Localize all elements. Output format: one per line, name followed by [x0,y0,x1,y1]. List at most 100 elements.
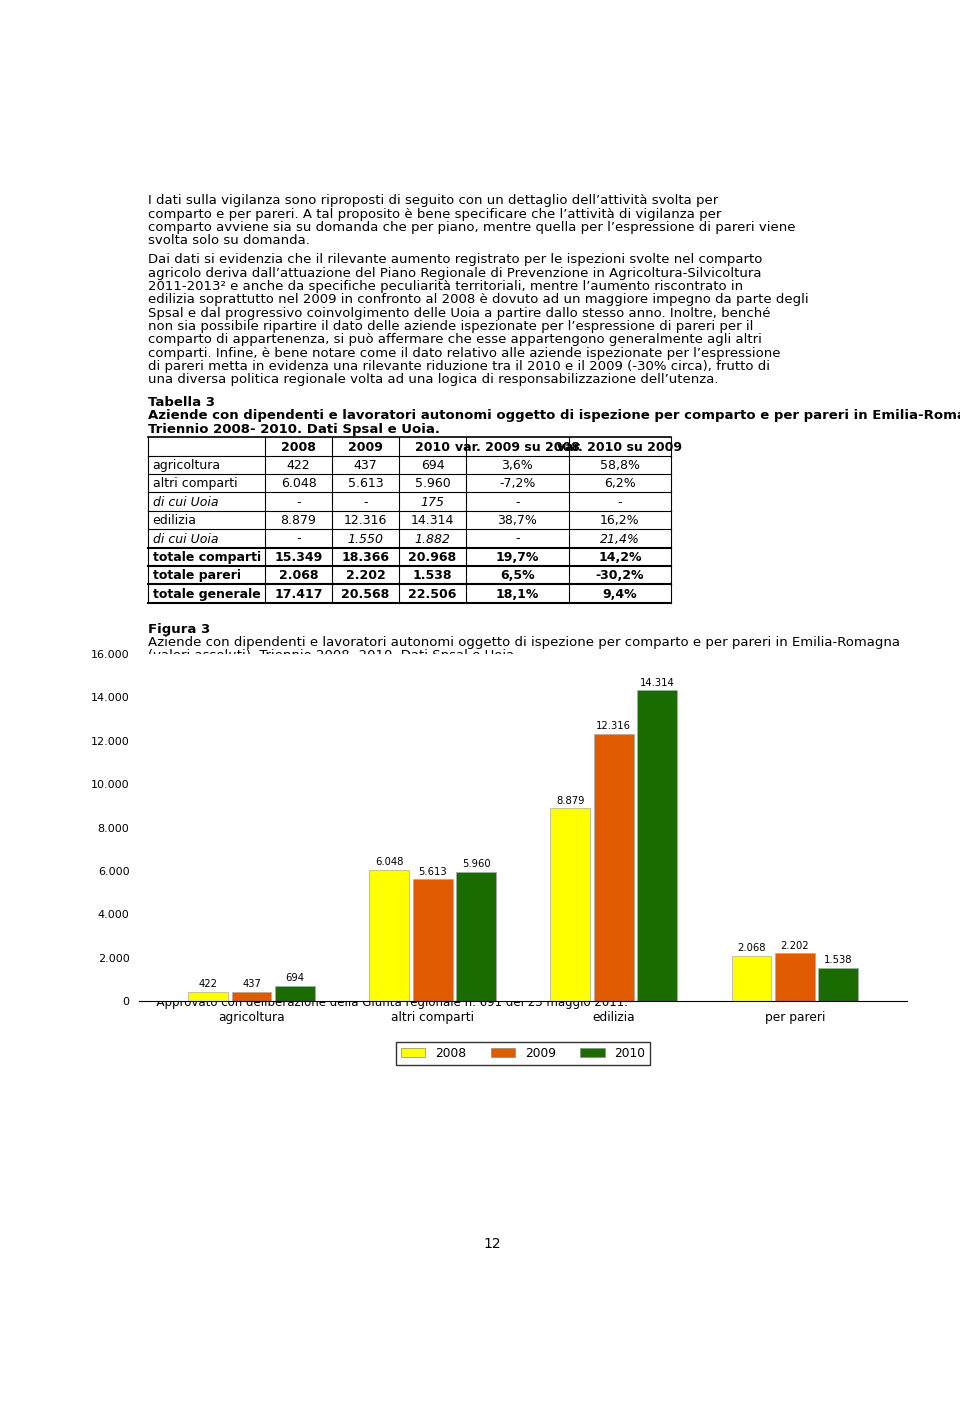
Text: 3,6%: 3,6% [501,459,533,472]
Text: 15.349: 15.349 [275,550,323,564]
Text: edilizia: edilizia [153,515,197,527]
Bar [276,986,315,1001]
Text: Aziende con dipendenti e lavoratori autonomi oggetto di ispezione per comparto e: Aziende con dipendenti e lavoratori auto… [148,410,960,423]
Text: 694: 694 [285,973,304,983]
Text: 1.538: 1.538 [824,954,852,966]
Text: 8.879: 8.879 [556,795,585,805]
Text: 20.568: 20.568 [342,587,390,601]
Text: -: - [297,496,300,509]
Text: Spsal e dal progressivo coinvolgimento delle Uoia a partire dallo stesso anno. I: Spsal e dal progressivo coinvolgimento d… [148,306,770,319]
Text: 2009: 2009 [348,441,383,454]
Text: 694: 694 [420,459,444,472]
Text: 6.048: 6.048 [375,856,403,866]
Bar [550,808,590,1001]
Text: agricolo deriva dall’attuazione del Piano Regionale di Prevenzione in Agricoltur: agricolo deriva dall’attuazione del Pian… [148,267,761,279]
Text: -: - [516,496,519,509]
Text: comparto di appartenenza, si può affermare che esse appartengono generalmente ag: comparto di appartenenza, si può afferma… [148,333,761,346]
Text: 16,2%: 16,2% [600,515,639,527]
Bar [594,733,634,1001]
Legend: 2008, 2009, 2010: 2008, 2009, 2010 [396,1042,651,1065]
Text: comparti. Infine, è bene notare come il dato relativo alle aziende ispezionate p: comparti. Infine, è bene notare come il … [148,347,780,360]
Text: ² Approvato con deliberazione della Giunta regionale n. 691 del 23 maggio 2011.: ² Approvato con deliberazione della Giun… [148,995,628,1008]
Text: 5.960: 5.960 [462,859,491,869]
Text: -: - [363,496,368,509]
Bar [413,879,452,1001]
Text: 175: 175 [420,496,444,509]
Text: 5.613: 5.613 [419,866,447,876]
Text: di pareri metta in evidenza una rilevante riduzione tra il 2010 e il 2009 (-30% : di pareri metta in evidenza una rilevant… [148,360,770,373]
Text: 18,1%: 18,1% [495,587,539,601]
Text: Figura 3: Figura 3 [148,623,210,635]
Text: comparto e per pareri. A tal proposito è bene specificare che l’attività di vigi: comparto e per pareri. A tal proposito è… [148,207,721,221]
Text: -: - [617,496,622,509]
Text: altri comparti: altri comparti [153,478,237,491]
Text: -: - [297,533,300,546]
Text: 5.960: 5.960 [415,478,450,491]
Text: 2010: 2010 [415,441,450,454]
Text: 12.316: 12.316 [596,720,632,730]
Bar [775,953,815,1001]
Text: Aziende con dipendenti e lavoratori autonomi oggetto di ispezione per comparto e: Aziende con dipendenti e lavoratori auto… [148,637,900,649]
Text: 437: 437 [353,459,377,472]
Text: 1.550: 1.550 [348,533,383,546]
Text: 2.202: 2.202 [780,940,809,950]
Text: 2.202: 2.202 [346,569,385,583]
Text: Tabella 3: Tabella 3 [148,396,214,408]
Bar [732,956,771,1001]
Bar [819,968,858,1001]
Text: totale comparti: totale comparti [153,550,261,564]
Text: 14,2%: 14,2% [598,550,641,564]
Text: 19,7%: 19,7% [495,550,539,564]
Text: Triennio 2008- 2010. Dati Spsal e Uoia.: Triennio 2008- 2010. Dati Spsal e Uoia. [148,423,440,435]
Text: -: - [516,533,519,546]
Text: edilizia soprattutto nel 2009 in confronto al 2008 è dovuto ad un maggiore impeg: edilizia soprattutto nel 2009 in confron… [148,294,808,306]
Text: di cui Uoia: di cui Uoia [153,496,218,509]
Text: 38,7%: 38,7% [497,515,538,527]
Text: -7,2%: -7,2% [499,478,536,491]
Text: 6,2%: 6,2% [604,478,636,491]
Text: una diversa politica regionale volta ad una logica di responsabilizzazione dell’: una diversa politica regionale volta ad … [148,373,718,386]
Text: Dai dati si evidenzia che il rilevante aumento registrato per le ispezioni svolt: Dai dati si evidenzia che il rilevante a… [148,254,762,267]
Text: 6,5%: 6,5% [500,569,535,583]
Text: 20.968: 20.968 [408,550,457,564]
Text: 22.506: 22.506 [408,587,457,601]
Text: -30,2%: -30,2% [596,569,644,583]
Text: totale generale: totale generale [153,587,260,601]
Text: var. 2010 su 2009: var. 2010 su 2009 [558,441,683,454]
Text: (valori assoluti). Triennio 2008- 2010. Dati Spsal e Uoia.: (valori assoluti). Triennio 2008- 2010. … [148,649,517,662]
Text: 5.613: 5.613 [348,478,383,491]
Text: di cui Uoia: di cui Uoia [153,533,218,546]
Text: I dati sulla vigilanza sono riproposti di seguito con un dettaglio dell’attività: I dati sulla vigilanza sono riproposti d… [148,194,718,207]
Text: 12: 12 [483,1236,501,1251]
Text: 21,4%: 21,4% [600,533,640,546]
Text: 9,4%: 9,4% [603,587,637,601]
Text: non sia possibile ripartire il dato delle aziende ispezionate per l’espressione : non sia possibile ripartire il dato dell… [148,320,753,333]
Text: 2008: 2008 [281,441,316,454]
Text: 8.879: 8.879 [280,515,317,527]
Text: 2.068: 2.068 [737,943,766,953]
Bar [456,872,496,1001]
Text: 422: 422 [287,459,310,472]
Text: svolta solo su domanda.: svolta solo su domanda. [148,234,309,247]
Text: 2011-2013² e anche da specifiche peculiarità territoriali, mentre l’aumento risc: 2011-2013² e anche da specifiche peculia… [148,281,743,294]
Text: 17.417: 17.417 [275,587,323,601]
Text: agricoltura: agricoltura [153,459,221,472]
Text: 18.366: 18.366 [342,550,390,564]
Text: 1.882: 1.882 [415,533,450,546]
Bar [188,993,228,1001]
Text: 58,8%: 58,8% [600,459,640,472]
Text: totale pareri: totale pareri [153,569,241,583]
Text: 12.316: 12.316 [344,515,387,527]
Text: 14.314: 14.314 [411,515,454,527]
Text: 422: 422 [199,980,218,990]
Bar [370,869,409,1001]
Bar [637,691,677,1001]
Text: 437: 437 [242,978,261,988]
Text: 1.538: 1.538 [413,569,452,583]
Text: 2.068: 2.068 [278,569,319,583]
Bar [231,991,272,1001]
Text: 14.314: 14.314 [640,678,675,688]
Text: 6.048: 6.048 [280,478,317,491]
Text: var. 2009 su 2008: var. 2009 su 2008 [455,441,580,454]
Text: comparto avviene sia su domanda che per piano, mentre quella per l’espressione d: comparto avviene sia su domanda che per … [148,221,795,234]
